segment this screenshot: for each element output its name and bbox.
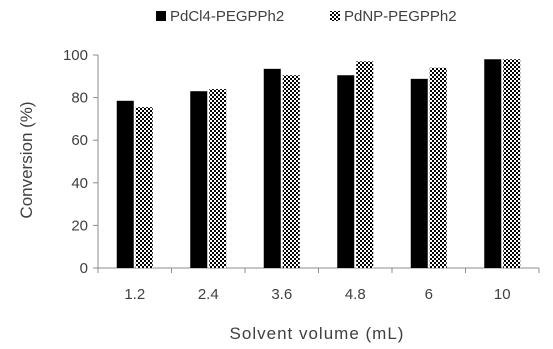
bar-series-1-1.2 — [116, 100, 134, 268]
bar-series-2-4.8 — [356, 61, 374, 268]
y-tick-label: 80 — [71, 90, 88, 107]
y-tick-label: 20 — [71, 217, 88, 234]
legend-swatch-series-2 — [330, 11, 340, 21]
y-tick-label: 0 — [80, 260, 88, 277]
legend-swatch-series-1 — [156, 11, 166, 21]
bar-series-1-3.6 — [263, 68, 281, 268]
bar-series-2-6 — [429, 67, 447, 268]
bar-series-2-2.4 — [209, 89, 227, 268]
y-tick-label: 40 — [71, 175, 88, 192]
y-axis-title: Conversion (%) — [17, 101, 36, 218]
x-tick-label: 4.8 — [345, 286, 366, 303]
bar-series-1-6 — [410, 78, 428, 268]
x-axis-title: Solvent volume (mL) — [230, 324, 405, 343]
x-tick-label: 2.4 — [198, 286, 219, 303]
x-tick-label: 1.2 — [124, 286, 145, 303]
bar-series-1-2.4 — [190, 91, 208, 269]
bar-series-1-4.8 — [337, 75, 355, 268]
x-tick-label: 3.6 — [271, 286, 292, 303]
legend-label-series-1: PdCl4-PEGPPh2 — [170, 8, 284, 25]
bar-series-2-10 — [503, 59, 521, 269]
legend-label-series-2: PdNP-PEGPPh2 — [344, 8, 457, 25]
bar-series-2-1.2 — [135, 107, 153, 268]
plot-area: 0 20 40 60 80 100 1.2 2.4 3.6 4.8 6 10 — [63, 47, 540, 303]
bar-series-2-3.6 — [282, 75, 300, 268]
y-tick-label: 60 — [71, 132, 88, 149]
x-tick-label: 10 — [494, 286, 511, 303]
bar-series-1-10 — [484, 59, 502, 269]
legend: PdCl4-PEGPPh2 PdNP-PEGPPh2 — [156, 8, 457, 25]
y-tick-label: 100 — [63, 47, 88, 64]
x-tick-label: 6 — [425, 286, 433, 303]
